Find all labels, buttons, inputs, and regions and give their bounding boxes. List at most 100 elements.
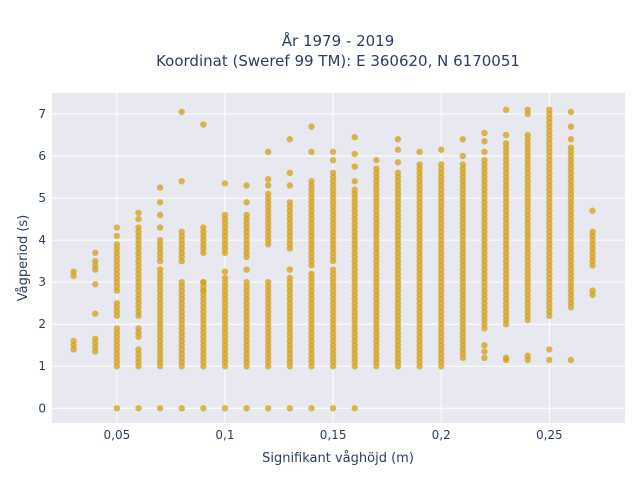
x-tick-label: 0,25	[536, 428, 563, 442]
data-point	[70, 337, 77, 345]
data-point	[524, 106, 531, 114]
data-point	[286, 405, 294, 412]
data-point	[178, 228, 185, 235]
data-point	[286, 169, 294, 177]
data-point	[243, 211, 250, 219]
data-point	[416, 161, 423, 168]
data-points	[70, 106, 596, 412]
data-point	[156, 405, 164, 412]
data-point	[459, 161, 467, 168]
data-point	[156, 211, 164, 219]
data-point	[92, 310, 99, 317]
data-point	[113, 241, 121, 248]
data-point	[589, 287, 596, 294]
data-point	[502, 354, 510, 362]
data-point	[221, 180, 229, 187]
data-point	[286, 266, 294, 273]
data-point	[502, 106, 510, 114]
data-point	[481, 348, 488, 355]
y-tick-label: 0	[38, 401, 46, 415]
data-point	[329, 405, 337, 412]
data-point	[502, 131, 510, 139]
data-point	[156, 266, 164, 273]
data-point	[200, 278, 207, 286]
y-tick-label: 5	[38, 191, 46, 205]
data-point	[135, 405, 142, 412]
data-point	[308, 123, 315, 130]
data-point	[438, 146, 445, 153]
data-point	[351, 133, 358, 141]
data-point	[135, 209, 142, 217]
data-point	[308, 270, 315, 277]
data-point	[243, 182, 250, 189]
data-point	[200, 224, 207, 231]
data-point	[92, 257, 99, 265]
data-point	[286, 199, 294, 206]
x-axis-label: Signifikant våghöjd (m)	[262, 451, 414, 466]
data-point	[265, 278, 272, 286]
data-point	[394, 136, 402, 143]
data-point	[373, 165, 380, 172]
data-point	[546, 346, 553, 353]
data-point	[113, 325, 121, 332]
data-point	[459, 136, 467, 143]
data-point	[135, 325, 142, 332]
data-point	[438, 161, 445, 168]
y-tick-label: 6	[38, 149, 46, 163]
data-point	[70, 268, 77, 275]
data-point	[329, 266, 337, 273]
data-point	[265, 148, 272, 156]
data-point	[308, 405, 315, 412]
data-point	[416, 148, 423, 156]
data-point	[481, 148, 488, 156]
data-point	[481, 129, 488, 137]
data-point	[589, 228, 596, 235]
data-point	[178, 278, 185, 286]
chart-subtitle: Koordinat (Sweref 99 TM): E 360620, N 61…	[156, 52, 520, 70]
y-tick-labels: 0 1 2 3 4 5 6 7	[38, 107, 46, 415]
data-point	[221, 211, 229, 219]
data-point	[567, 108, 575, 116]
data-point	[113, 405, 121, 412]
data-point	[113, 232, 121, 240]
data-point	[394, 159, 402, 166]
data-point	[156, 199, 164, 206]
data-point	[329, 169, 337, 177]
x-tick-label: 0,2	[432, 428, 451, 442]
data-point	[92, 335, 99, 343]
data-point	[221, 405, 229, 412]
data-point	[308, 148, 315, 156]
data-point	[459, 152, 467, 160]
chart-title: År 1979 - 2019	[282, 31, 395, 50]
data-point	[394, 146, 402, 153]
x-tick-label: 0,15	[320, 428, 347, 442]
data-point	[135, 346, 142, 353]
data-point	[156, 184, 164, 191]
y-tick-label: 7	[38, 107, 46, 121]
data-point	[394, 169, 402, 177]
data-point	[502, 140, 510, 147]
data-point	[243, 199, 250, 206]
y-tick-label: 2	[38, 317, 46, 331]
data-point	[265, 175, 272, 183]
data-point	[589, 207, 596, 214]
data-point	[524, 352, 531, 359]
data-point	[481, 157, 488, 164]
data-point	[351, 163, 358, 170]
data-point	[265, 190, 272, 198]
data-point	[567, 144, 575, 151]
data-point	[221, 268, 229, 275]
data-point	[156, 224, 164, 231]
data-point	[567, 356, 575, 364]
data-point	[351, 150, 358, 158]
data-point	[92, 281, 99, 288]
y-tick-label: 4	[38, 233, 46, 247]
data-point	[329, 148, 337, 156]
data-point	[156, 236, 164, 244]
data-point	[178, 108, 185, 116]
data-point	[200, 287, 207, 294]
data-point	[351, 178, 358, 185]
data-point	[178, 405, 185, 412]
data-point	[200, 405, 207, 412]
